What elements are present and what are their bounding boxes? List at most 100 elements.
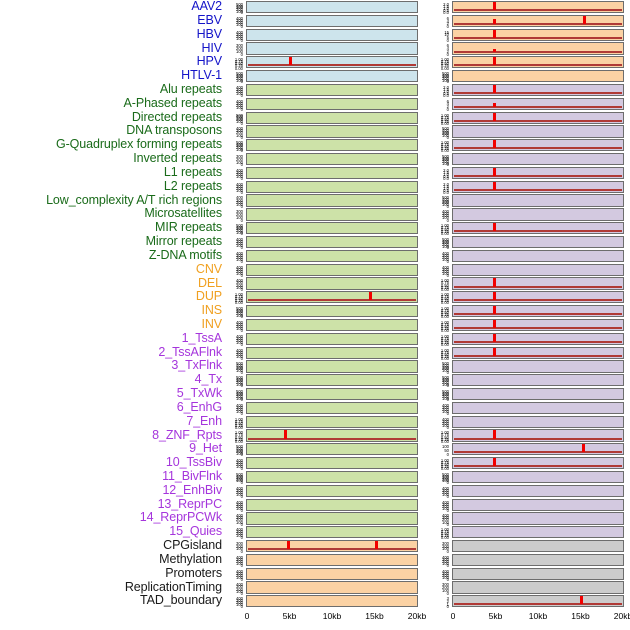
- y-tick-label: 200: [236, 543, 243, 549]
- y-tick-label: 400: [442, 554, 449, 560]
- y-tick-label: 400: [442, 416, 449, 422]
- y-tick-label: 0: [240, 245, 243, 251]
- y-tick-label: 400: [236, 319, 243, 325]
- track-row: [452, 291, 624, 304]
- track-bar: [288, 57, 292, 66]
- y-tick-label: 400: [236, 15, 243, 21]
- track-baseline: [454, 64, 622, 67]
- y-tick-label: 0.25: [440, 284, 449, 290]
- y-tick-label: 0: [240, 176, 243, 182]
- track-row: [452, 512, 624, 525]
- track-row: [246, 249, 418, 262]
- y-tick-label: 100: [442, 215, 449, 221]
- y-tick-label: 0.75: [440, 432, 449, 438]
- y-tick-label: 100: [442, 381, 449, 387]
- track-baseline: [454, 188, 622, 191]
- y-tick-label: 0: [240, 535, 243, 541]
- track-row: [452, 1, 624, 14]
- y-tick-label: 0: [446, 521, 449, 527]
- y-tick-label: 300: [442, 198, 449, 204]
- y-tick-label: 0.50: [440, 337, 449, 343]
- x-tick-label: 20kb: [613, 611, 630, 622]
- y-tick-label: 400: [236, 167, 243, 173]
- track-baseline: [454, 313, 622, 316]
- y-tick-label: 0.50: [440, 351, 449, 357]
- track-row: [452, 484, 624, 497]
- y-tick-label: 400: [236, 98, 243, 104]
- y-tick-label: 0: [240, 521, 243, 527]
- y-tick-label: 2: [446, 21, 449, 27]
- track-row: [246, 484, 418, 497]
- y-tick-label: 400: [236, 362, 243, 368]
- y-tick-label: 400: [442, 250, 449, 256]
- y-tick-label: 300: [236, 487, 243, 493]
- y-tick-label: 1: [446, 601, 449, 607]
- x-tick-label: 0: [450, 611, 456, 622]
- track-label: Alu repeats: [159, 82, 222, 97]
- track-bar: [492, 223, 496, 232]
- y-tick-label: 400: [442, 390, 449, 396]
- y-tick-label: 1.00: [440, 140, 449, 146]
- y-tick-label: 1.5: [443, 86, 449, 92]
- track-bar: [579, 596, 583, 605]
- y-tick-label: 0: [240, 148, 243, 154]
- y-tick-label: 200: [236, 323, 243, 329]
- y-tick-label: 0: [446, 272, 449, 278]
- track-label: DEL: [197, 275, 222, 290]
- y-tick-label: 0: [446, 369, 449, 375]
- y-tick-label: 300: [442, 129, 449, 135]
- track-row: [246, 360, 418, 373]
- y-tick-label: 400: [442, 197, 449, 203]
- y-tick-label: 300: [236, 143, 243, 149]
- y-tick-label: 0.50: [440, 462, 449, 468]
- y-tick-label: 200: [236, 145, 243, 151]
- y-tick-label: 0.00: [234, 424, 243, 430]
- y-tick-label: 300: [442, 487, 449, 493]
- y-tick-label: 0: [240, 383, 243, 389]
- y-tick-label: 0.50: [234, 434, 243, 440]
- track-bar: [284, 430, 288, 439]
- y-tick-label: 300: [442, 157, 449, 163]
- x-tick-label: 10kb: [322, 611, 342, 622]
- y-tick-label: 0.50: [440, 116, 449, 122]
- y-tick-label: 0.0: [443, 189, 449, 195]
- right-panel-x-axis: 0 5kb 10kb 15kb 20kb: [450, 611, 630, 630]
- y-tick-label: 400: [442, 72, 449, 78]
- y-tick-label: 400: [236, 29, 243, 35]
- y-tick-label: 200: [442, 503, 449, 509]
- track-row: [452, 415, 624, 428]
- y-tick-label: 200: [442, 585, 449, 591]
- y-tick-label: 100: [236, 602, 243, 608]
- y-tick-label: 300: [236, 321, 243, 327]
- y-tick-label: 200: [236, 33, 243, 39]
- y-tick-label: 300: [236, 100, 243, 106]
- y-tick-label: 400: [236, 3, 243, 9]
- y-tick-label: 0.75: [234, 432, 243, 438]
- x-tick-label: 0: [244, 611, 250, 622]
- track-row: [452, 346, 624, 359]
- y-tick-label: 200: [236, 310, 243, 316]
- y-tick-label: 400: [442, 155, 449, 161]
- y-tick-label: 100: [442, 505, 449, 511]
- y-tick-label: 0.75: [440, 280, 449, 286]
- y-tick-label: 0.00: [440, 65, 449, 71]
- y-tick-label: 300: [236, 515, 243, 521]
- track-label: 4_Tx: [194, 372, 222, 387]
- track-label: 6_EnhG: [176, 399, 222, 414]
- y-tick-label: 0.75: [234, 294, 243, 300]
- y-tick-label: 200: [236, 406, 243, 412]
- y-tick-label: 200: [236, 517, 243, 523]
- y-tick-label: 300: [236, 335, 243, 341]
- y-tick-label: 0.75: [440, 308, 449, 314]
- y-tick-label: 200: [236, 366, 243, 372]
- track-row: [452, 222, 624, 235]
- y-tick-label: 300: [442, 404, 449, 410]
- y-tick-label: 0: [446, 424, 449, 430]
- y-tick-label: 1.00: [440, 292, 449, 298]
- y-tick-label: 0: [446, 397, 449, 403]
- y-tick-label: 100: [236, 395, 243, 401]
- y-tick-label: 0.25: [440, 436, 449, 442]
- y-tick-label: 200: [236, 19, 243, 25]
- y-tick-label: 200: [442, 213, 449, 219]
- y-tick-label: 0.25: [234, 436, 243, 442]
